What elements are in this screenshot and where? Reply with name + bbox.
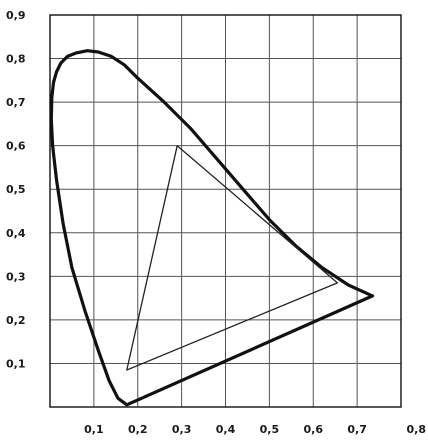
x-tick-label: 0,7 [347,423,367,436]
y-tick-label: 0,5 [6,183,26,196]
y-tick-label: 0,2 [6,314,26,327]
y-tick-label: 0,1 [6,357,26,370]
x-tick-label: 0,6 [304,423,324,436]
spectral-locus-curve [49,49,375,407]
grid-lines [50,15,401,407]
x-tick-label: 0,3 [172,423,192,436]
y-tick-label: 0,7 [6,96,26,109]
y-tick-label: 0,3 [6,270,26,283]
x-tick-label: 0,1 [84,423,104,436]
x-tick-label: 0,2 [128,423,148,436]
x-tick-label: 0,5 [260,423,280,436]
x-axis-ticks: 0,1 0,2 0,3 0,4 0,5 0,6 0,7 0,8 [84,423,426,436]
x-tick-label: 0,8 [407,423,427,436]
x-tick-label: 0,4 [216,423,236,436]
y-axis-ticks: 0,1 0,2 0,3 0,4 0,5 0,6 0,7 0,8 0,9 [6,9,26,370]
gamut-triangle [126,145,339,371]
y-tick-label: 0,6 [6,140,26,153]
chart-series [49,49,375,407]
y-tick-label: 0,8 [6,53,26,66]
y-tick-label: 0,4 [6,227,26,240]
y-tick-label: 0,9 [6,9,26,22]
plot-frame [49,14,402,408]
